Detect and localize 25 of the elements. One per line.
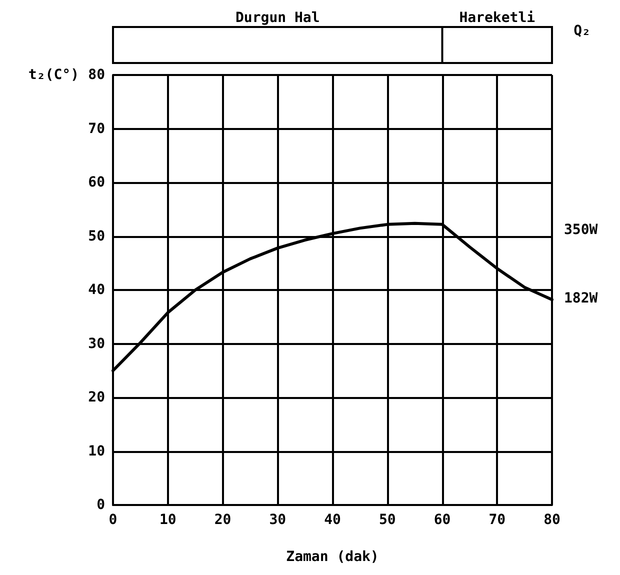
y-tick-label: 50 xyxy=(88,228,105,244)
y-tick-label: 80 xyxy=(88,67,105,83)
y-tick-label: 0 xyxy=(96,497,105,513)
x-tick-label: 50 xyxy=(378,512,396,528)
y-tick-label: 20 xyxy=(88,390,105,406)
x-tick-label: 80 xyxy=(544,512,560,528)
x-tick-label: 70 xyxy=(488,512,506,528)
y-tick-label: 40 xyxy=(88,282,105,298)
x-tick-label: 0 xyxy=(108,512,118,528)
y-tick-label: 30 xyxy=(88,336,105,352)
x-tick-label: 10 xyxy=(159,512,176,528)
text: 182W xyxy=(564,290,598,307)
text: Hareketli xyxy=(459,10,536,26)
text: Q₂ xyxy=(574,23,590,39)
y-axis-title: t₂(C°) xyxy=(28,67,79,83)
text: Durgun Hal xyxy=(235,10,320,26)
y-tick-label: 60 xyxy=(88,174,105,190)
x-tick-label: 30 xyxy=(269,512,286,528)
x-axis-title: Zaman (dak) xyxy=(286,549,379,565)
x-tick-label: 60 xyxy=(434,512,451,528)
y-tick-label: 10 xyxy=(88,443,105,460)
text: 350W xyxy=(564,222,598,238)
y-tick-label: 70 xyxy=(88,120,105,137)
x-tick-label: 20 xyxy=(214,512,232,528)
x-tick-label: 40 xyxy=(324,512,341,528)
